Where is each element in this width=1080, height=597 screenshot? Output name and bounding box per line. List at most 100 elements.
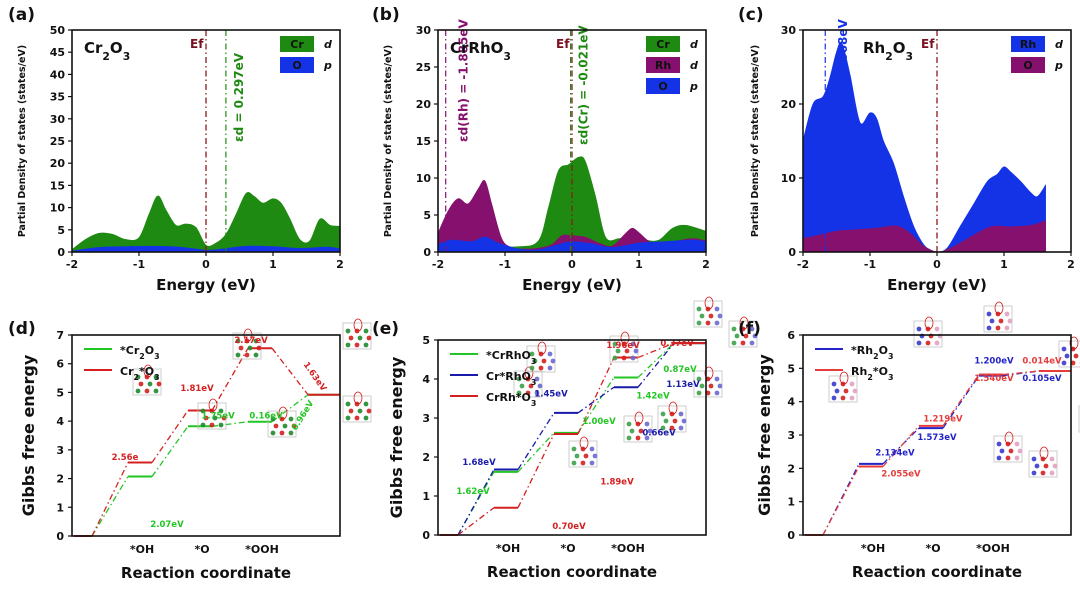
atom <box>541 358 547 364</box>
panel-label-d: (d) <box>8 319 36 339</box>
adsorption-site-marker <box>1039 446 1049 460</box>
legend-entry-rh: Rh d <box>1011 36 1063 52</box>
atom <box>717 383 723 389</box>
legend-label-part: 3 <box>154 373 160 382</box>
atom <box>1061 346 1067 352</box>
step-energy-label: 1.96eV <box>606 341 640 351</box>
atom <box>1017 448 1023 454</box>
step-energy-label: 1.42eV <box>636 392 670 402</box>
step-energy-label: 1.573eV <box>917 433 957 443</box>
atom <box>288 416 294 422</box>
atom <box>345 401 351 407</box>
atom <box>1043 463 1049 469</box>
atom <box>1034 463 1040 469</box>
panel-label-f: (f) <box>738 319 761 339</box>
atom <box>153 374 159 380</box>
atom <box>203 415 209 421</box>
atom <box>357 408 363 414</box>
adsorption-site-marker <box>668 401 678 415</box>
energy-connector <box>457 469 495 536</box>
x-tick-label: 1 <box>1000 258 1008 271</box>
atom <box>630 355 636 361</box>
y-tick-label: 6 <box>56 358 64 371</box>
adsorption-site-marker <box>524 366 534 380</box>
atom <box>1052 463 1058 469</box>
chart-title-part: 3 <box>906 50 914 63</box>
x-tick-label: -2 <box>797 258 809 271</box>
atom <box>547 351 553 357</box>
atom <box>986 311 992 317</box>
legend-label-part: *Cr <box>120 344 140 357</box>
fermi-label: Ef <box>190 37 204 51</box>
atom <box>996 455 1002 461</box>
chart-title-part: 3 <box>503 50 511 63</box>
y-tick-label: 15 <box>50 179 65 192</box>
atom <box>534 390 540 396</box>
thumbnail-box <box>1058 340 1080 368</box>
atom <box>699 313 705 319</box>
y-tick-label: 5 <box>787 362 795 375</box>
atom <box>1040 470 1046 476</box>
atom <box>696 306 702 312</box>
legend-swatch <box>1011 57 1045 73</box>
panel-label-c: (c) <box>738 5 764 25</box>
adsorption-site-marker <box>704 296 714 310</box>
adsorption-site-marker <box>353 391 363 405</box>
atom <box>516 390 522 396</box>
y-tick-label: 1 <box>422 490 430 503</box>
atom <box>647 428 653 434</box>
y-tick-label: 4 <box>56 415 64 428</box>
step-energy-label: 1.68eV <box>462 458 496 468</box>
x-tick-label: 1 <box>269 258 277 271</box>
y-tick-label: 20 <box>781 98 797 111</box>
pdos-area-o-p <box>438 236 706 252</box>
atom <box>743 333 749 339</box>
atom <box>1014 455 1020 461</box>
legend-label-part: Rh <box>851 365 867 378</box>
step-energy-label: 0.105eV <box>1022 374 1062 384</box>
atom <box>589 446 595 452</box>
atom <box>660 425 666 431</box>
legend-label-part: 2 <box>873 352 879 361</box>
atom <box>363 415 369 421</box>
atom <box>678 425 684 431</box>
category-label: *OH <box>496 542 520 555</box>
atom <box>528 383 534 389</box>
atom <box>626 421 632 427</box>
y-axis-label: Partial Density of states (states/eV) <box>383 45 394 237</box>
atom <box>571 446 577 452</box>
panel-label-e: (e) <box>372 319 399 339</box>
legend-orbital: d <box>1055 38 1063 51</box>
step-energy-label: 1.200eV <box>974 356 1014 366</box>
pdos-area-o-p <box>72 245 340 252</box>
atom <box>144 388 150 394</box>
adsorption-site-marker <box>634 411 644 425</box>
plot-frame-e <box>437 339 707 536</box>
atom <box>273 423 279 429</box>
atom <box>831 395 837 401</box>
atom <box>529 365 535 371</box>
adsorption-site-marker <box>353 318 363 332</box>
atom <box>363 401 369 407</box>
atom <box>138 381 144 387</box>
adsorption-site-marker <box>1069 336 1079 350</box>
atom <box>749 326 755 332</box>
structure-thumbnail <box>568 436 598 468</box>
adsorption-site-marker <box>278 406 288 420</box>
atom <box>635 435 641 441</box>
adsorption-site-marker <box>537 341 547 355</box>
energy-connector <box>577 386 615 414</box>
plot-frame-a <box>71 29 341 253</box>
structure-thumbnail <box>657 401 687 433</box>
energy-connector <box>517 412 555 470</box>
thumbnail-box <box>342 395 372 423</box>
atom <box>714 306 720 312</box>
legend-label: Rh <box>655 59 671 72</box>
x-axis-label: Reaction coordinate <box>487 563 657 581</box>
atom <box>279 430 285 436</box>
x-axis-label: Reaction coordinate <box>121 564 291 582</box>
atom <box>1031 470 1037 476</box>
x-tick-label: 2 <box>702 258 710 271</box>
